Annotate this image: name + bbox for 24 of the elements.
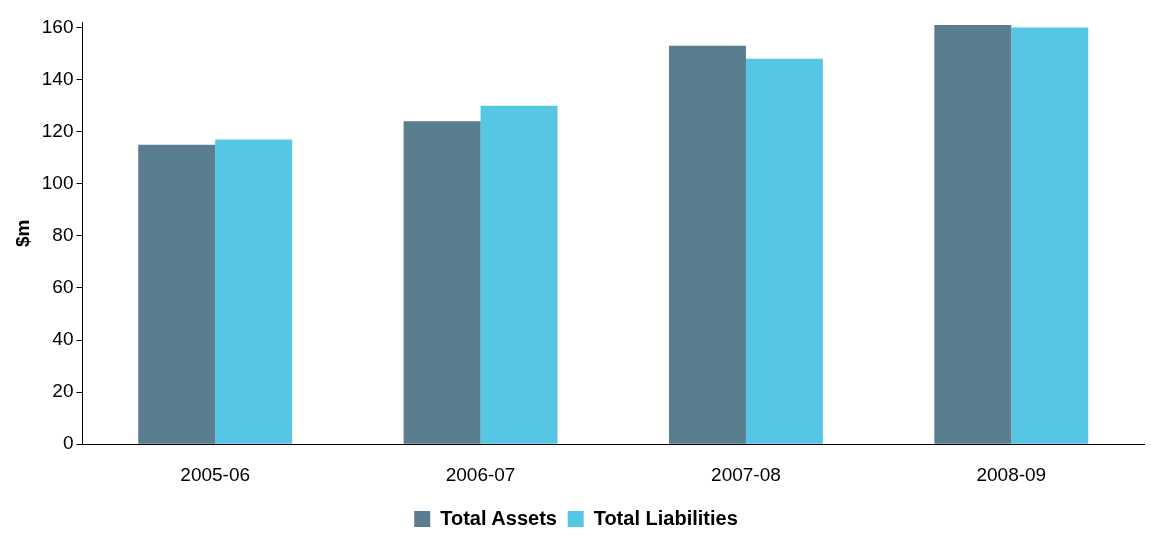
bar [934, 25, 1012, 444]
y-tick-label: 0 [62, 432, 74, 454]
bar [1011, 27, 1089, 444]
legend-label: Total Liabilities [593, 506, 738, 529]
x-tick-label: 2008-09 [976, 463, 1047, 485]
y-tick-label: 20 [52, 380, 74, 402]
legend-label: Total Assets [440, 506, 557, 529]
bar [668, 45, 746, 444]
bar [403, 121, 481, 444]
bar [138, 144, 216, 444]
bar [745, 58, 823, 444]
bar [480, 105, 558, 444]
x-tick-label: 2006-07 [445, 463, 516, 485]
y-tick-label: 60 [52, 276, 74, 298]
y-tick-label: 120 [41, 119, 74, 141]
x-tick-label: 2005-06 [180, 463, 251, 485]
y-tick-label: 40 [52, 328, 74, 350]
bar [215, 139, 293, 444]
y-tick-label: 140 [41, 67, 74, 89]
y-tick-label: 160 [41, 15, 74, 37]
y-tick-label: 80 [52, 224, 74, 246]
y-axis-title: $m [11, 219, 33, 248]
y-tick-label: 100 [41, 172, 74, 194]
x-tick-label: 2007-08 [711, 463, 781, 485]
